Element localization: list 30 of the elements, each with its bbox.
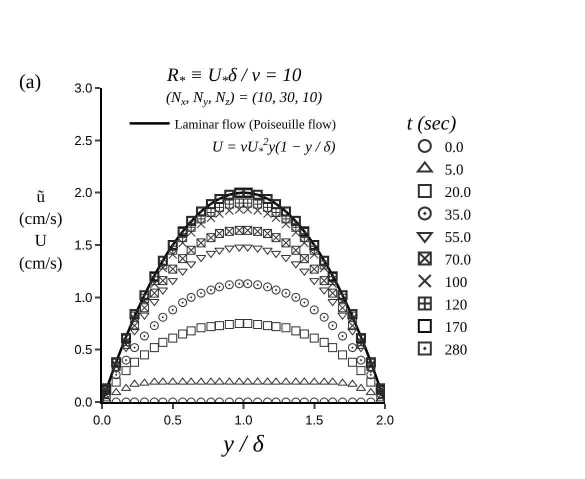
x-tick-label: 0.5 bbox=[164, 412, 182, 428]
legend-title: t (sec) bbox=[406, 112, 457, 135]
text: (a) bbox=[19, 71, 42, 93]
legend-label: 100 bbox=[444, 274, 468, 291]
legend-label: Laminar flow (Poiseuille flow) bbox=[174, 116, 336, 132]
text: R$_{*}$ ≡ U$_{*}$δ / ν = 10 bbox=[166, 65, 302, 88]
legend-label: 20.0 bbox=[444, 184, 472, 201]
x-tick-label: 2.0 bbox=[376, 412, 394, 428]
x-tick-label: 1.0 bbox=[234, 412, 253, 428]
y-tick-label: 2.5 bbox=[74, 132, 92, 148]
annotation: U = νU$_{*}$$^{2}$y(1 − y / δ) bbox=[212, 137, 336, 158]
y-tick-label: 1.0 bbox=[74, 290, 92, 305]
legend-label: 120 bbox=[444, 297, 468, 314]
y-tick-label: 0.5 bbox=[74, 342, 92, 358]
legend-label: 170 bbox=[444, 320, 468, 336]
y-tick-label: 2.0 bbox=[74, 185, 92, 200]
x-tick-label: 1.5 bbox=[305, 412, 324, 428]
y-tick-label: 0.0 bbox=[74, 394, 92, 410]
legend-label: 280 bbox=[444, 342, 468, 358]
y-tick-label: 3.0 bbox=[74, 80, 92, 96]
x-tick-label: 0.0 bbox=[92, 412, 112, 428]
legend-label: 55.0 bbox=[444, 230, 472, 246]
legend-label: 5.0 bbox=[444, 162, 464, 178]
legend-label: 0.0 bbox=[444, 140, 464, 156]
x-axis-title: y / δ bbox=[221, 431, 265, 458]
legend-label: 35.0 bbox=[444, 207, 472, 224]
annotation: (N$_{x}$, N$_{y}$, N$_{z}$) = (10, 30, 10) bbox=[166, 90, 322, 108]
y-axis-title: ũ (cm/s) U (cm/s) bbox=[19, 187, 62, 272]
legend-label: 70.0 bbox=[444, 252, 472, 268]
y-tick-label: 1.5 bbox=[74, 238, 92, 253]
